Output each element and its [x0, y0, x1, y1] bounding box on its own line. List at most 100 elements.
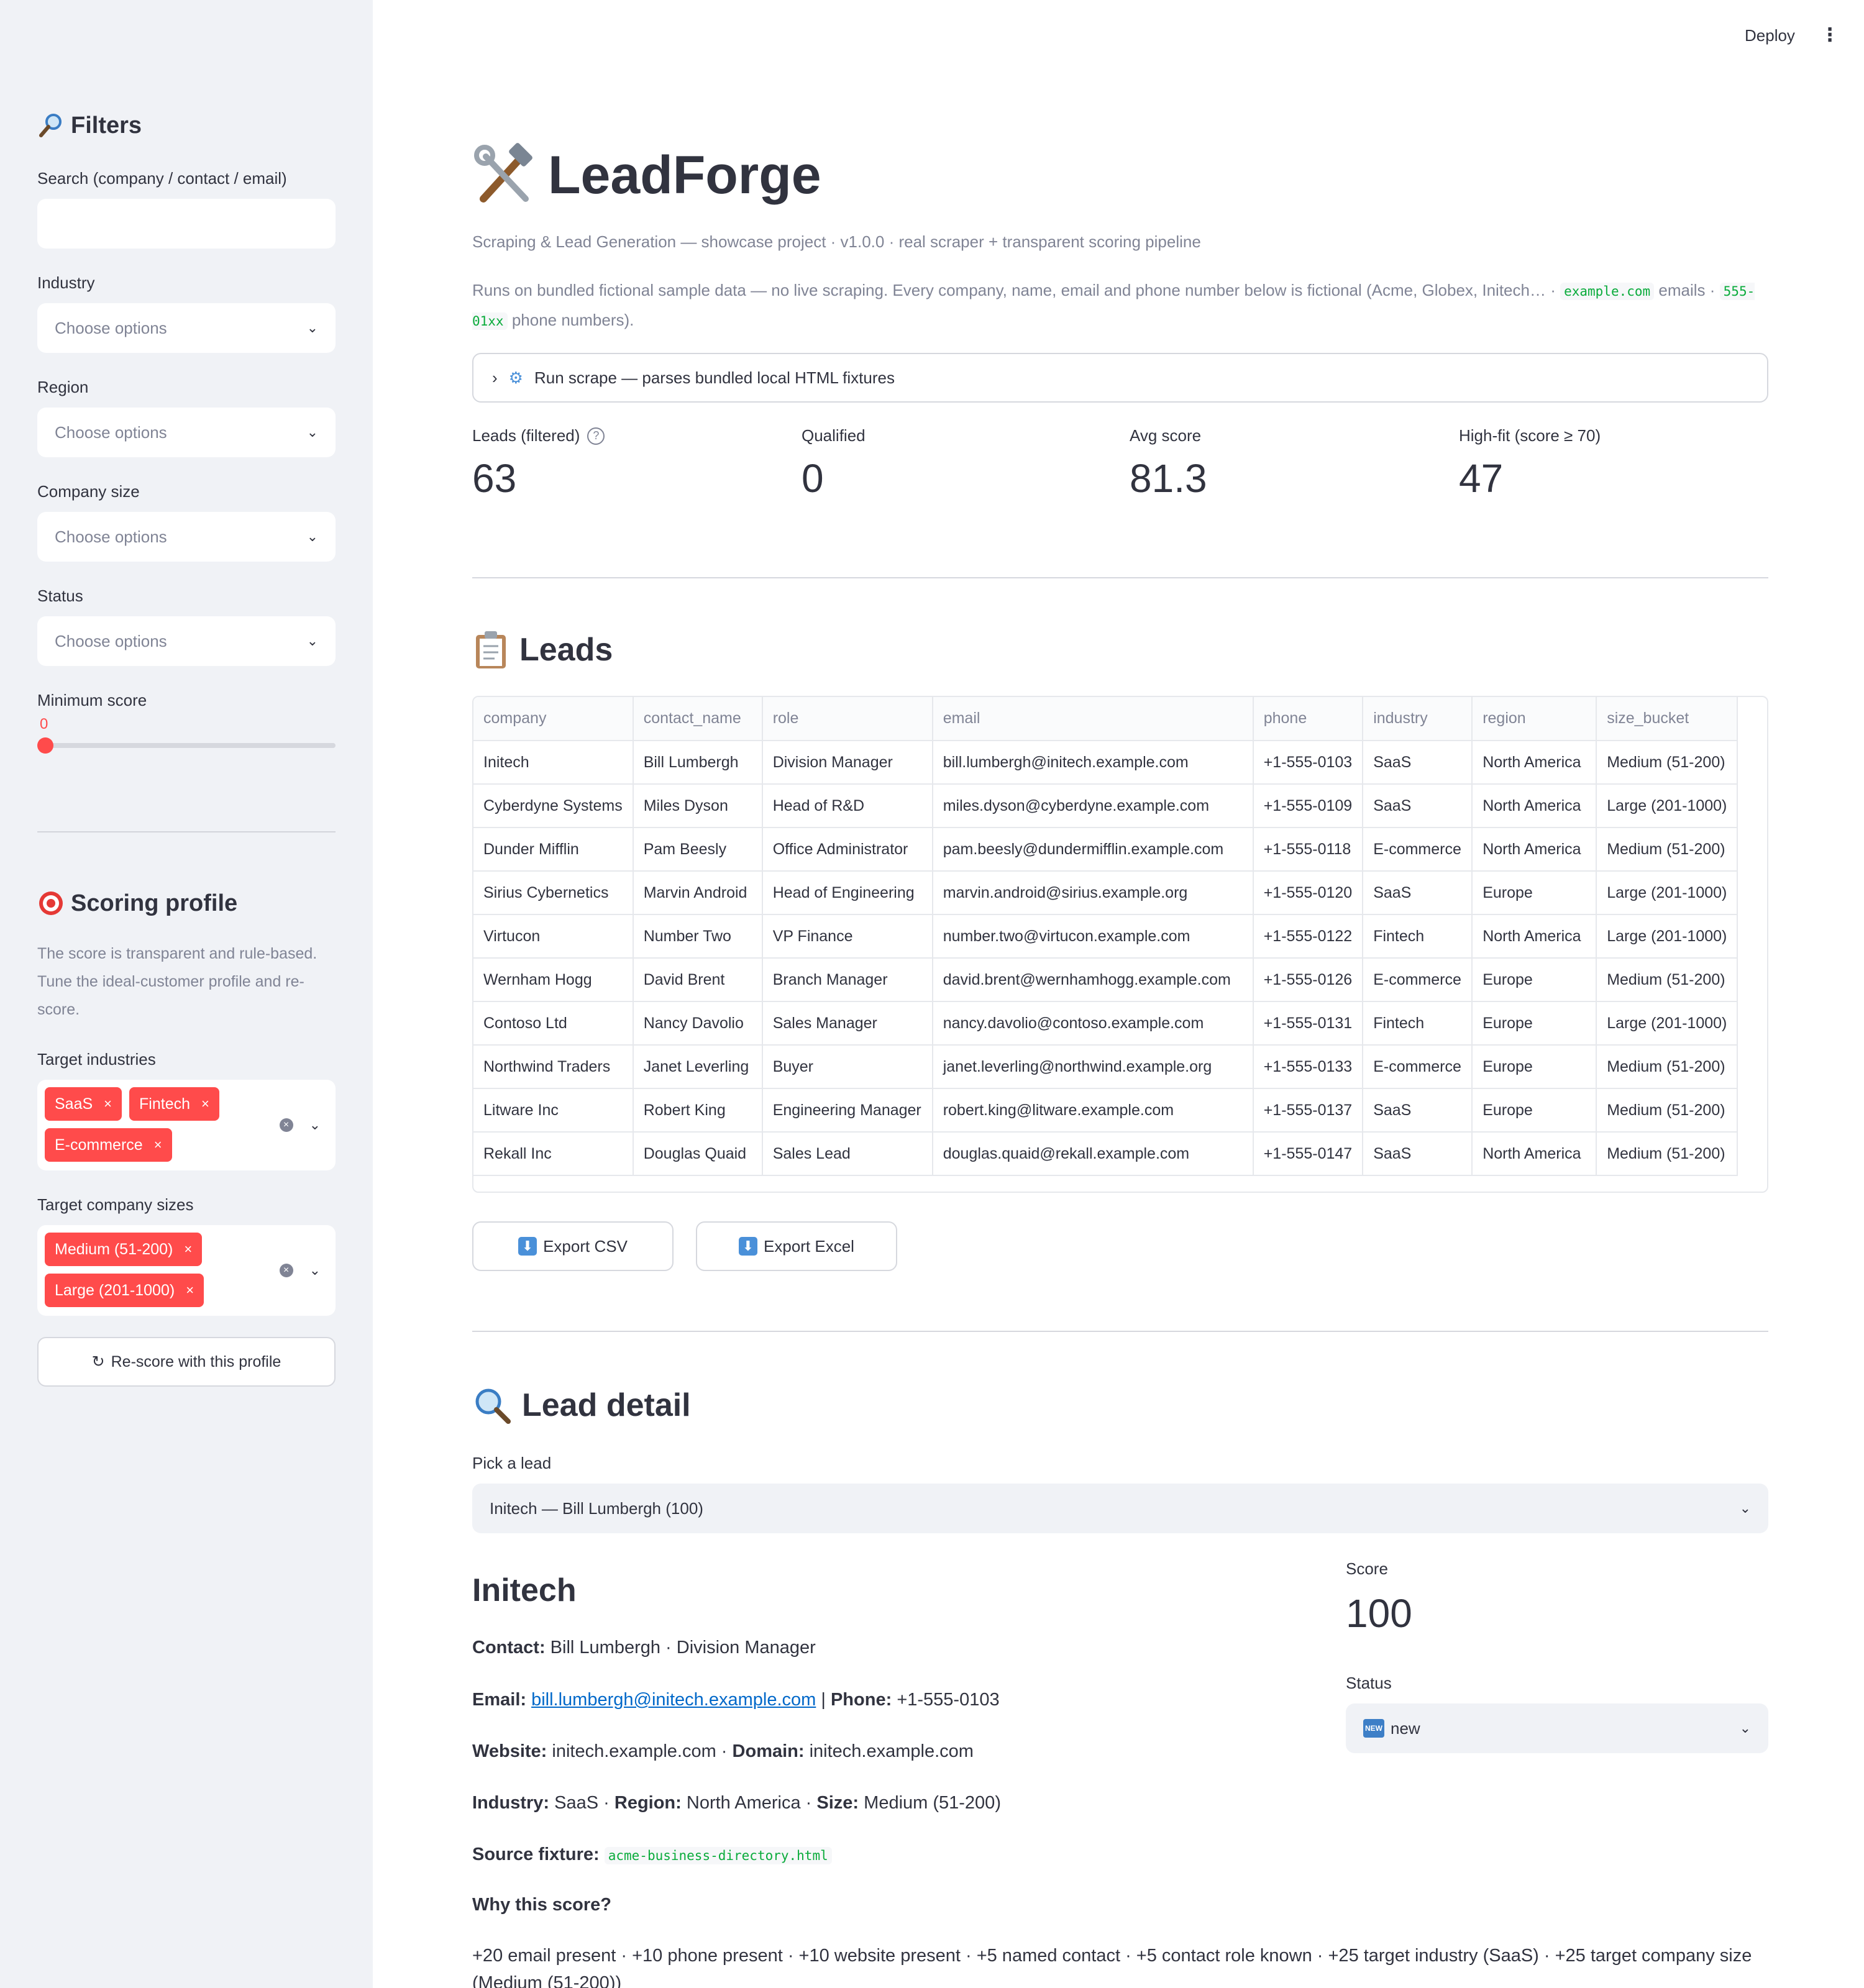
table-cell[interactable]: North America — [1472, 1132, 1597, 1176]
chip[interactable]: Medium (51-200) × — [45, 1233, 203, 1266]
export-csv-button[interactable]: ⬇ Export CSV — [472, 1221, 674, 1271]
table-row[interactable]: Sirius Cybernetics Marvin Android Head of … — [473, 871, 1738, 915]
table-cell[interactable]: Robert King — [633, 1088, 763, 1133]
table-cell[interactable]: North America — [1472, 828, 1597, 872]
table-cell[interactable]: +1-555-0131 — [1253, 1001, 1364, 1046]
table-cell[interactable]: Virtucon — [473, 914, 634, 959]
min-score-slider-track[interactable] — [37, 743, 336, 748]
table-cell[interactable]: SaaS — [1363, 741, 1473, 785]
table-row[interactable]: Initech Bill Lumbergh Division Manager bill… — [473, 741, 1738, 785]
table-cell[interactable]: +1-555-0118 — [1253, 828, 1364, 872]
company-size-select[interactable]: Choose options ⌄ — [37, 512, 336, 562]
table-cell[interactable]: bill.lumbergh@initech.example.com — [932, 741, 1254, 785]
column-header[interactable]: industry — [1363, 697, 1473, 741]
table-cell[interactable]: Europe — [1472, 1045, 1597, 1089]
table-cell[interactable]: david.brent@wernhamhogg.example.com — [932, 958, 1254, 1002]
table-cell[interactable]: +1-555-0109 — [1253, 784, 1364, 828]
column-header[interactable]: region — [1472, 697, 1597, 741]
pick-lead-select[interactable]: Initech — Bill Lumbergh (100) ⌄ — [472, 1484, 1768, 1533]
column-header[interactable]: email — [932, 697, 1254, 741]
table-cell[interactable]: E-commerce — [1363, 958, 1473, 1002]
table-cell[interactable]: North America — [1472, 914, 1597, 959]
table-row[interactable]: Dunder Mifflin Pam Beesly Office Administr… — [473, 828, 1738, 872]
remove-chip-icon[interactable]: × — [201, 1096, 209, 1111]
table-cell[interactable]: Large (201-1000) — [1596, 1001, 1738, 1046]
table-cell[interactable]: +1-555-0120 — [1253, 871, 1364, 915]
table-cell[interactable]: SaaS — [1363, 871, 1473, 915]
column-header[interactable]: company — [473, 697, 634, 741]
table-cell[interactable]: E-commerce — [1363, 1045, 1473, 1089]
table-cell[interactable]: +1-555-0137 — [1253, 1088, 1364, 1133]
chip[interactable]: Large (201-1000) × — [45, 1274, 204, 1307]
chevron-down-icon[interactable]: ⌄ — [309, 1262, 321, 1278]
table-row[interactable]: Virtucon Number Two VP Finance number.two@v… — [473, 914, 1738, 959]
chip[interactable]: SaaS × — [45, 1087, 122, 1121]
table-cell[interactable]: Rekall Inc — [473, 1132, 634, 1176]
table-cell[interactable]: Nancy Davolio — [633, 1001, 763, 1046]
table-cell[interactable]: Douglas Quaid — [633, 1132, 763, 1176]
table-row[interactable]: Rekall Inc Douglas Quaid Sales Lead douglas… — [473, 1132, 1738, 1176]
table-row[interactable]: Litware Inc Robert King Engineering Manage… — [473, 1088, 1738, 1133]
table-cell[interactable]: Office Administrator — [762, 828, 933, 872]
region-select[interactable]: Choose options ⌄ — [37, 408, 336, 457]
table-cell[interactable]: Medium (51-200) — [1596, 1132, 1738, 1176]
table-cell[interactable]: +1-555-0122 — [1253, 914, 1364, 959]
table-cell[interactable]: Head of R&D — [762, 784, 933, 828]
table-cell[interactable]: Medium (51-200) — [1596, 1088, 1738, 1133]
table-row[interactable]: Northwind Traders Janet Leverling Buyer jan… — [473, 1045, 1738, 1089]
table-cell[interactable]: number.two@virtucon.example.com — [932, 914, 1254, 959]
remove-chip-icon[interactable]: × — [184, 1241, 193, 1257]
table-cell[interactable]: miles.dyson@cyberdyne.example.com — [932, 784, 1254, 828]
table-cell[interactable]: Head of Engineering — [762, 871, 933, 915]
table-cell[interactable]: Medium (51-200) — [1596, 828, 1738, 872]
email-link[interactable]: bill.lumbergh@initech.example.com — [531, 1690, 816, 1710]
table-cell[interactable]: Northwind Traders — [473, 1045, 634, 1089]
table-cell[interactable]: Sales Lead — [762, 1132, 933, 1176]
table-cell[interactable]: Medium (51-200) — [1596, 741, 1738, 785]
table-cell[interactable]: Bill Lumbergh — [633, 741, 763, 785]
remove-chip-icon[interactable]: × — [153, 1137, 162, 1152]
table-cell[interactable]: Medium (51-200) — [1596, 958, 1738, 1002]
table-cell[interactable]: Europe — [1472, 958, 1597, 1002]
chip[interactable]: Fintech × — [129, 1087, 219, 1121]
kebab-menu-icon[interactable]: ⋮ — [1821, 25, 1839, 45]
table-cell[interactable]: Buyer — [762, 1045, 933, 1089]
rescore-button[interactable]: ↻ Re-score with this profile — [37, 1337, 336, 1387]
table-cell[interactable]: Fintech — [1363, 914, 1473, 959]
table-cell[interactable]: Large (201-1000) — [1596, 914, 1738, 959]
table-cell[interactable]: douglas.quaid@rekall.example.com — [932, 1132, 1254, 1176]
table-cell[interactable]: nancy.davolio@contoso.example.com — [932, 1001, 1254, 1046]
table-cell[interactable]: VP Finance — [762, 914, 933, 959]
table-cell[interactable]: SaaS — [1363, 1132, 1473, 1176]
search-input[interactable] — [37, 199, 336, 248]
table-cell[interactable]: Division Manager — [762, 741, 933, 785]
table-cell[interactable]: E-commerce — [1363, 828, 1473, 872]
chip[interactable]: E-commerce × — [45, 1128, 172, 1162]
chevron-down-icon[interactable]: ⌄ — [309, 1117, 321, 1133]
column-header[interactable]: phone — [1253, 697, 1364, 741]
table-cell[interactable]: David Brent — [633, 958, 763, 1002]
column-header[interactable]: size_bucket — [1596, 697, 1738, 741]
table-cell[interactable]: Large (201-1000) — [1596, 784, 1738, 828]
table-cell[interactable]: Marvin Android — [633, 871, 763, 915]
table-row[interactable]: Contoso Ltd Nancy Davolio Sales Manager nan… — [473, 1001, 1738, 1046]
table-cell[interactable]: Cyberdyne Systems — [473, 784, 634, 828]
table-cell[interactable]: Number Two — [633, 914, 763, 959]
target-sizes-multiselect[interactable]: Medium (51-200) × Large (201-1000) × × ⌄ — [37, 1225, 336, 1316]
table-cell[interactable]: +1-555-0133 — [1253, 1045, 1364, 1089]
table-cell[interactable]: +1-555-0103 — [1253, 741, 1364, 785]
table-cell[interactable]: marvin.android@sirius.example.org — [932, 871, 1254, 915]
remove-chip-icon[interactable]: × — [186, 1282, 194, 1298]
table-cell[interactable]: Europe — [1472, 871, 1597, 915]
table-cell[interactable]: +1-555-0147 — [1253, 1132, 1364, 1176]
deploy-button[interactable]: Deploy — [1745, 26, 1795, 45]
table-cell[interactable]: Europe — [1472, 1088, 1597, 1133]
clear-icon[interactable]: × — [279, 1264, 293, 1277]
table-cell[interactable]: Dunder Mifflin — [473, 828, 634, 872]
column-header[interactable]: role — [762, 697, 933, 741]
table-row[interactable]: Wernham Hogg David Brent Branch Manager dav… — [473, 958, 1738, 1002]
table-cell[interactable]: Sales Manager — [762, 1001, 933, 1046]
table-cell[interactable]: Pam Beesly — [633, 828, 763, 872]
table-cell[interactable]: Fintech — [1363, 1001, 1473, 1046]
table-row[interactable]: Cyberdyne Systems Miles Dyson Head of R&D m… — [473, 784, 1738, 828]
